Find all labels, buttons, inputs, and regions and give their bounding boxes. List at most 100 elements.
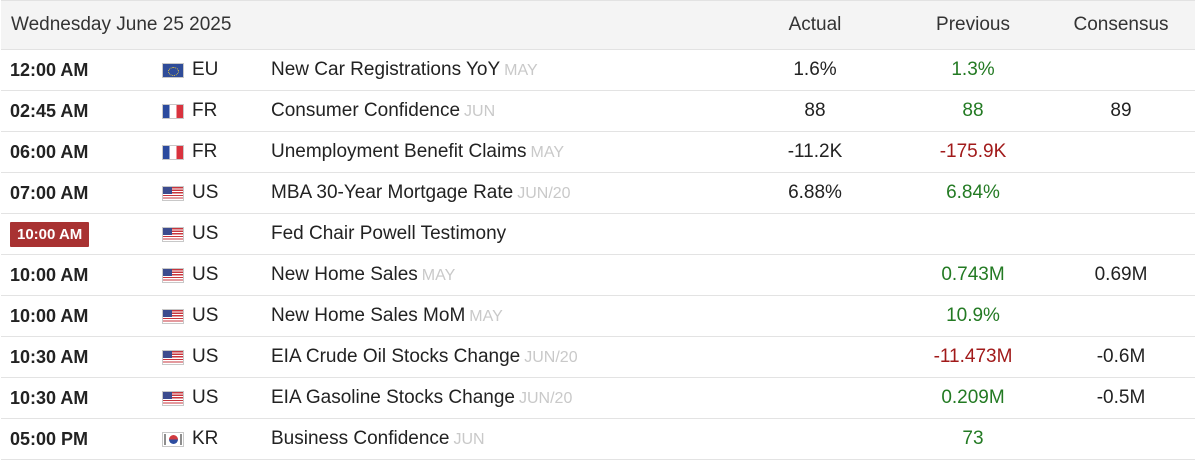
- country-code: EU: [192, 59, 219, 80]
- fr-flag-icon: [162, 103, 184, 119]
- previous-value: 88: [962, 100, 984, 121]
- event-time: 05:00 PM: [10, 428, 89, 449]
- event-period: MAY: [469, 308, 503, 325]
- country-code: US: [192, 182, 219, 203]
- event-cell: Fed Chair Powell Testimony: [261, 223, 731, 245]
- us-flag-icon: [162, 308, 184, 324]
- calendar-row[interactable]: 10:30 AM US EIA Crude Oil Stocks Change JUN…: [1, 337, 1195, 378]
- consensus-value: 0.69M: [1094, 264, 1148, 285]
- consensus-value: -0.5M: [1096, 387, 1146, 408]
- calendar-row[interactable]: 12:00 AM EU New Car Registrations YoY MAY 1.…: [1, 50, 1195, 91]
- event-period: MAY: [421, 267, 456, 284]
- previous-value: 6.84%: [946, 182, 1000, 203]
- calendar-row[interactable]: 06:00 AM FR Unemployment Benefit Claims MAY…: [1, 132, 1195, 173]
- country-cell: US: [149, 387, 261, 409]
- event-time: 10:30 AM: [10, 387, 89, 408]
- event-period: MAY: [530, 144, 565, 161]
- consensus-column-header[interactable]: Consensus: [1073, 14, 1169, 35]
- fr-flag-icon: [162, 144, 184, 160]
- us-flag-icon: [162, 226, 184, 242]
- calendar-row[interactable]: 05:00 PM KR Business Confidence JUN 73: [1, 419, 1195, 460]
- event-period: JUN: [453, 431, 485, 448]
- consensus-value: -0.6M: [1096, 346, 1146, 367]
- us-flag-icon: [162, 349, 184, 365]
- event-time: 06:00 AM: [10, 141, 89, 162]
- country-code: FR: [192, 141, 218, 162]
- calendar-row[interactable]: 10:00 AM US Fed Chair Powell Testimony: [1, 214, 1195, 255]
- event-cell: EIA Crude Oil Stocks Change JUN/20: [261, 346, 731, 368]
- live-time-badge: 10:00 AM: [10, 221, 90, 247]
- country-code: US: [192, 305, 219, 326]
- event-time: 02:45 AM: [10, 100, 89, 121]
- event-cell: New Home Sales MAY: [261, 264, 731, 286]
- event-period: JUN: [464, 103, 496, 120]
- event-name-link[interactable]: EIA Gasoline Stocks Change: [271, 387, 515, 408]
- event-time: 12:00 AM: [10, 59, 89, 80]
- event-name-link[interactable]: Fed Chair Powell Testimony: [271, 223, 507, 244]
- country-cell: US: [149, 182, 261, 204]
- eu-flag-icon: [162, 62, 184, 78]
- event-time: 10:00 AM: [1, 221, 149, 247]
- actual-value: -11.2K: [787, 141, 843, 162]
- actual-value: 88: [804, 100, 826, 121]
- event-time: 10:00 AM: [10, 264, 89, 285]
- calendar-row[interactable]: 02:45 AM FR Consumer Confidence JUN 88 88 89: [1, 91, 1195, 132]
- event-cell: Business Confidence JUN: [261, 428, 731, 450]
- event-name-link[interactable]: New Home Sales MoM: [271, 305, 466, 326]
- country-cell: US: [149, 223, 261, 245]
- previous-value: 0.743M: [941, 264, 1005, 285]
- country-cell: US: [149, 264, 261, 286]
- calendar-header: Wednesday June 25 2025 Actual Previous C…: [1, 0, 1195, 50]
- us-flag-icon: [162, 185, 184, 201]
- calendar-row[interactable]: 07:00 AM US MBA 30-Year Mortgage Rate JUN/2…: [1, 173, 1195, 214]
- event-name-link[interactable]: New Home Sales: [271, 264, 418, 285]
- country-code: KR: [192, 428, 219, 449]
- event-name-link[interactable]: Unemployment Benefit Claims: [271, 141, 527, 162]
- event-time: 10:30 AM: [10, 346, 89, 367]
- country-code: US: [192, 387, 219, 408]
- event-cell: EIA Gasoline Stocks Change JUN/20: [261, 387, 731, 409]
- calendar-row[interactable]: 10:00 AM US New Home Sales MAY 0.743M 0.69M: [1, 255, 1195, 296]
- event-name-link[interactable]: New Car Registrations YoY: [271, 59, 501, 80]
- country-cell: FR: [149, 100, 261, 122]
- event-time: 10:00 AM: [10, 305, 89, 326]
- event-period: JUN/20: [524, 349, 578, 366]
- country-code: US: [192, 346, 219, 367]
- us-flag-icon: [162, 390, 184, 406]
- actual-value: 6.88%: [788, 182, 842, 203]
- event-name-link[interactable]: Business Confidence: [271, 428, 450, 449]
- kr-flag-icon: [162, 431, 184, 447]
- event-cell: MBA 30-Year Mortgage Rate JUN/20: [261, 182, 731, 204]
- event-name-link[interactable]: MBA 30-Year Mortgage Rate: [271, 182, 514, 203]
- event-period: MAY: [504, 62, 538, 79]
- country-cell: US: [149, 346, 261, 368]
- event-name-link[interactable]: Consumer Confidence: [271, 100, 461, 121]
- previous-column-header[interactable]: Previous: [936, 14, 1010, 35]
- country-cell: KR: [149, 428, 261, 450]
- event-cell: New Car Registrations YoY MAY: [261, 59, 731, 81]
- country-cell: EU: [149, 59, 261, 81]
- calendar-date: Wednesday June 25 2025: [11, 14, 232, 35]
- event-period: JUN/20: [518, 390, 573, 407]
- previous-value: 0.209M: [941, 387, 1005, 408]
- calendar-row[interactable]: 10:00 AM US New Home Sales MoM MAY 10.9%: [1, 296, 1195, 337]
- country-cell: FR: [149, 141, 261, 163]
- calendar-row[interactable]: 10:30 AM US EIA Gasoline Stocks Change JUN/…: [1, 378, 1195, 419]
- event-time: 07:00 AM: [10, 182, 89, 203]
- country-code: US: [192, 223, 219, 244]
- country-code: FR: [192, 100, 218, 121]
- previous-value: -11.473M: [933, 346, 1013, 367]
- previous-value: -175.9K: [939, 141, 1007, 162]
- event-period: JUN/20: [517, 185, 571, 202]
- consensus-value: 89: [1110, 100, 1132, 121]
- event-cell: New Home Sales MoM MAY: [261, 305, 731, 327]
- previous-value: 73: [962, 428, 984, 449]
- actual-column-header[interactable]: Actual: [788, 14, 842, 35]
- event-cell: Unemployment Benefit Claims MAY: [261, 141, 731, 163]
- event-name-link[interactable]: EIA Crude Oil Stocks Change: [271, 346, 521, 367]
- event-cell: Consumer Confidence JUN: [261, 100, 731, 122]
- previous-value: 10.9%: [946, 305, 1000, 326]
- us-flag-icon: [162, 267, 184, 283]
- country-code: US: [192, 264, 219, 285]
